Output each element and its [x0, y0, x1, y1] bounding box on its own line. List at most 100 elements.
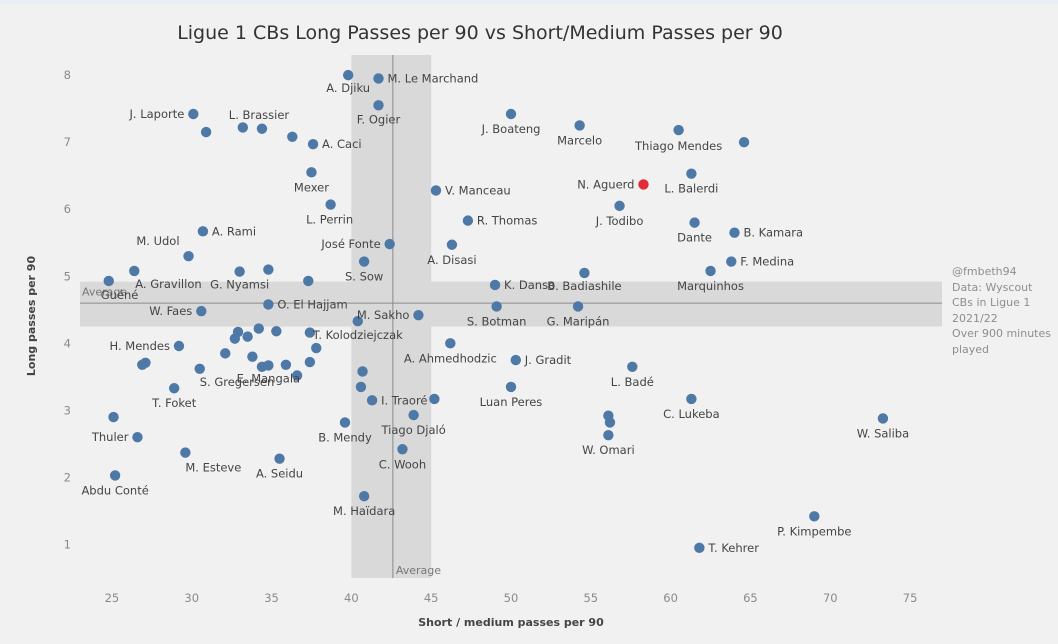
data-point	[408, 409, 419, 421]
y-average-band	[80, 281, 942, 327]
point-label: W. Omari	[582, 443, 635, 457]
data-point	[627, 361, 638, 372]
point-label: C. Wooh	[379, 457, 426, 471]
point-label: H. Mendes	[110, 339, 170, 353]
data-point	[303, 275, 314, 287]
data-point	[430, 185, 442, 196]
data-point	[339, 417, 351, 428]
point-label: L. Balerdi	[664, 182, 718, 196]
x-tick-label: 65	[743, 591, 758, 605]
data-point	[729, 227, 740, 238]
point-label: Dante	[677, 231, 712, 245]
data-point	[263, 299, 274, 310]
point-label: Abdu Conté	[81, 483, 148, 497]
data-point	[311, 342, 322, 354]
data-point	[489, 279, 501, 291]
note-handle: @fmbeth94	[952, 265, 1017, 278]
data-point	[234, 266, 245, 277]
point-label: J. Gradit	[524, 353, 572, 367]
data-point	[358, 256, 370, 267]
x-tick-label: 45	[424, 591, 439, 605]
y-tick-label: 8	[64, 68, 71, 82]
data-points	[103, 69, 889, 554]
data-point	[291, 370, 303, 381]
point-label: S. Sow	[345, 270, 383, 284]
data-point	[256, 361, 268, 372]
data-point	[200, 126, 212, 138]
point-label: F. Ogier	[357, 112, 401, 126]
data-point	[738, 136, 750, 148]
x-axis-label: Short / medium passes per 90	[418, 616, 604, 629]
x-tick-label: 60	[663, 591, 678, 605]
point-label: L. Badé	[611, 375, 654, 389]
data-point	[229, 333, 241, 344]
data-point	[572, 301, 584, 312]
data-point	[462, 215, 474, 226]
point-label: J. Todibo	[595, 214, 644, 228]
data-point	[686, 168, 697, 179]
x-tick-label: 70	[823, 591, 838, 605]
data-point	[196, 305, 207, 317]
x-tick-label: 75	[903, 591, 918, 605]
data-point	[614, 200, 625, 212]
point-label: B. Mendy	[318, 430, 372, 444]
data-point	[413, 309, 424, 321]
y-tick-label: 6	[64, 202, 71, 216]
x-tick-label: 50	[504, 591, 519, 605]
point-label: E. Mangala	[237, 371, 300, 385]
data-point	[247, 351, 258, 362]
data-point	[129, 265, 140, 277]
data-point	[673, 124, 684, 136]
point-label: G. Nyamsi	[210, 278, 269, 292]
point-label: T. Foket	[151, 396, 197, 410]
data-point	[809, 511, 820, 522]
point-label: A. Disasi	[427, 253, 476, 267]
point-label: B. Kamara	[743, 226, 803, 240]
x-tick-label: 55	[583, 591, 598, 605]
note-filter: Over 900 minutes played	[952, 327, 1051, 356]
y-tick-label: 4	[64, 336, 71, 350]
data-point	[574, 120, 585, 131]
y-tick-label: 5	[64, 269, 71, 283]
point-label: V. Manceau	[445, 183, 511, 197]
x-tick-label: 35	[264, 591, 279, 605]
point-label: G. Maripán	[547, 314, 610, 328]
point-label: W. Faes	[149, 304, 192, 318]
point-label: I. Traoré	[381, 393, 427, 407]
y-tick-label: 7	[64, 135, 71, 149]
point-label: K. Danso	[504, 278, 555, 292]
data-point	[579, 267, 590, 279]
point-label: Thiago Mendes	[634, 139, 722, 153]
point-label: Luan Peres	[480, 395, 543, 409]
chart-title: Ligue 1 CBs Long Passes per 90 vs Short/…	[177, 22, 783, 44]
x-axis-ticks: 25 30 35 40 45 50 55 60 65 70 75	[105, 591, 918, 605]
x-tick-label: 25	[105, 591, 120, 605]
data-point	[357, 366, 368, 377]
data-point	[491, 301, 502, 312]
top-border	[0, 0, 1058, 4]
point-label: S. Botman	[467, 314, 527, 328]
data-point	[726, 256, 737, 267]
data-point	[194, 363, 205, 374]
data-point	[287, 131, 298, 143]
data-point	[686, 393, 697, 405]
data-point	[274, 453, 285, 464]
data-point	[446, 239, 458, 250]
data-point	[397, 444, 408, 455]
data-point	[220, 348, 231, 359]
data-point	[183, 250, 194, 262]
point-label: Marcelo	[557, 133, 602, 147]
data-point	[253, 323, 264, 334]
data-point	[132, 431, 143, 443]
point-label: T. Kehrer	[707, 541, 759, 555]
point-label: O. El Hajjam	[277, 297, 347, 311]
point-label: L. Perrin	[306, 213, 353, 227]
data-point	[384, 238, 395, 250]
y-average-label: Average	[82, 286, 127, 299]
data-point	[103, 275, 114, 287]
point-label: Marquinhos	[677, 279, 744, 293]
point-label: M. Sakho	[357, 308, 410, 322]
data-point	[108, 411, 119, 423]
